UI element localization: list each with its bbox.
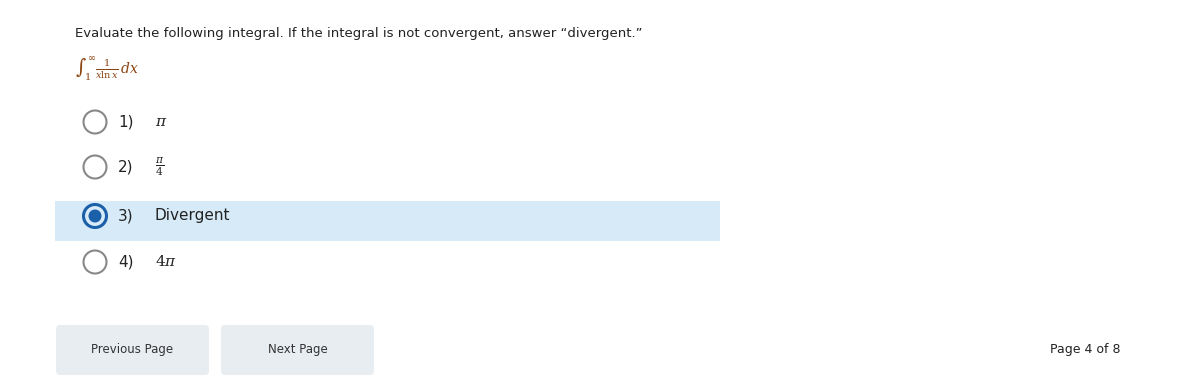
Text: 4): 4) <box>118 254 133 270</box>
Circle shape <box>89 210 102 223</box>
Text: 3): 3) <box>118 209 133 224</box>
Text: 1): 1) <box>118 114 133 130</box>
Text: $\frac{\pi}{4}$: $\frac{\pi}{4}$ <box>155 156 164 179</box>
FancyBboxPatch shape <box>221 325 374 375</box>
Text: Divergent: Divergent <box>155 209 230 224</box>
FancyBboxPatch shape <box>55 201 720 241</box>
Text: $4\pi$: $4\pi$ <box>155 254 176 270</box>
Text: $\pi$: $\pi$ <box>155 114 167 130</box>
Text: Previous Page: Previous Page <box>91 343 174 356</box>
Text: Next Page: Next Page <box>268 343 328 356</box>
FancyBboxPatch shape <box>56 325 209 375</box>
Text: $\int_1^{\infty} \frac{1}{x\ln x}\,dx$: $\int_1^{\infty} \frac{1}{x\ln x}\,dx$ <box>74 54 139 82</box>
Text: 2): 2) <box>118 159 133 175</box>
Text: Page 4 of 8: Page 4 of 8 <box>1050 343 1121 356</box>
Text: Evaluate the following integral. If the integral is not convergent, answer “dive: Evaluate the following integral. If the … <box>74 27 642 40</box>
